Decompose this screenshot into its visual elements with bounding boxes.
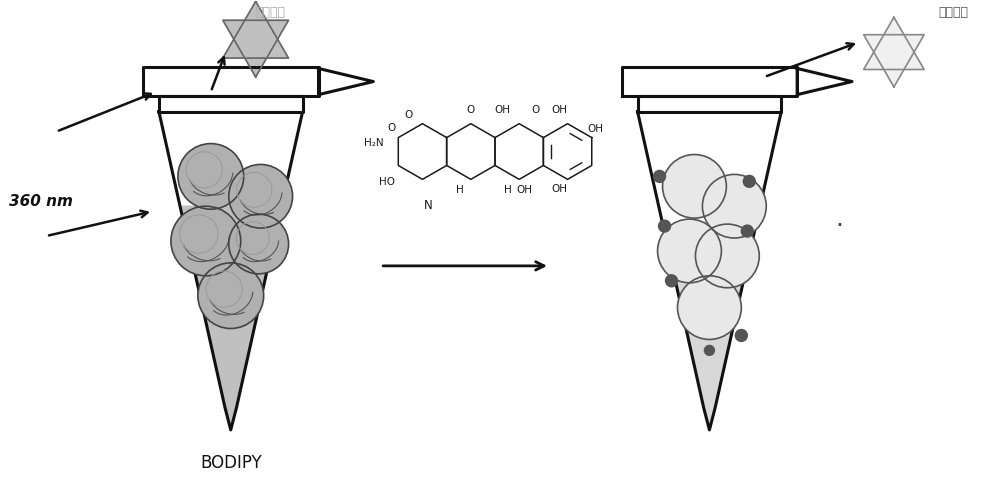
Circle shape xyxy=(229,164,293,228)
Text: BODIPY: BODIPY xyxy=(200,454,262,472)
Circle shape xyxy=(178,143,244,209)
Polygon shape xyxy=(797,69,852,95)
Text: ·: · xyxy=(835,214,843,238)
Circle shape xyxy=(666,275,678,287)
Text: O: O xyxy=(532,105,540,115)
Circle shape xyxy=(659,220,671,232)
Text: OH: OH xyxy=(551,184,567,193)
Circle shape xyxy=(741,225,753,237)
Polygon shape xyxy=(638,112,781,430)
Circle shape xyxy=(678,276,741,339)
Text: O: O xyxy=(404,109,413,120)
Circle shape xyxy=(695,224,759,288)
Polygon shape xyxy=(864,35,924,87)
Polygon shape xyxy=(398,123,447,179)
Circle shape xyxy=(198,263,264,329)
Text: O: O xyxy=(467,105,475,115)
Circle shape xyxy=(229,214,289,274)
Text: OH: OH xyxy=(495,105,511,115)
Polygon shape xyxy=(159,96,303,112)
Text: O: O xyxy=(388,123,396,134)
Polygon shape xyxy=(143,67,319,96)
Circle shape xyxy=(735,330,747,342)
Text: OH: OH xyxy=(517,185,533,195)
Polygon shape xyxy=(180,206,281,430)
Polygon shape xyxy=(495,123,543,179)
Text: 荧光茂灯: 荧光茂灯 xyxy=(939,6,969,19)
Text: OH: OH xyxy=(551,105,567,115)
Text: 绿色荆光: 绿色荆光 xyxy=(256,6,286,19)
Polygon shape xyxy=(447,123,495,179)
Circle shape xyxy=(743,175,755,187)
Text: HO: HO xyxy=(379,177,395,187)
Circle shape xyxy=(654,171,666,182)
Polygon shape xyxy=(223,1,288,58)
Polygon shape xyxy=(663,226,755,430)
Circle shape xyxy=(658,219,721,283)
Text: H: H xyxy=(456,185,464,195)
Text: 360 nm: 360 nm xyxy=(9,194,73,209)
Text: N: N xyxy=(424,199,432,212)
Text: OH: OH xyxy=(587,124,603,134)
Polygon shape xyxy=(159,112,303,430)
Polygon shape xyxy=(638,96,781,112)
Polygon shape xyxy=(543,123,592,179)
Circle shape xyxy=(702,174,766,238)
Circle shape xyxy=(663,155,726,218)
Circle shape xyxy=(171,206,241,276)
Polygon shape xyxy=(223,20,288,77)
Text: H: H xyxy=(504,185,512,195)
Polygon shape xyxy=(864,17,924,69)
Circle shape xyxy=(704,346,714,355)
Text: H₂N: H₂N xyxy=(364,138,383,148)
Polygon shape xyxy=(622,67,797,96)
Polygon shape xyxy=(319,69,373,95)
